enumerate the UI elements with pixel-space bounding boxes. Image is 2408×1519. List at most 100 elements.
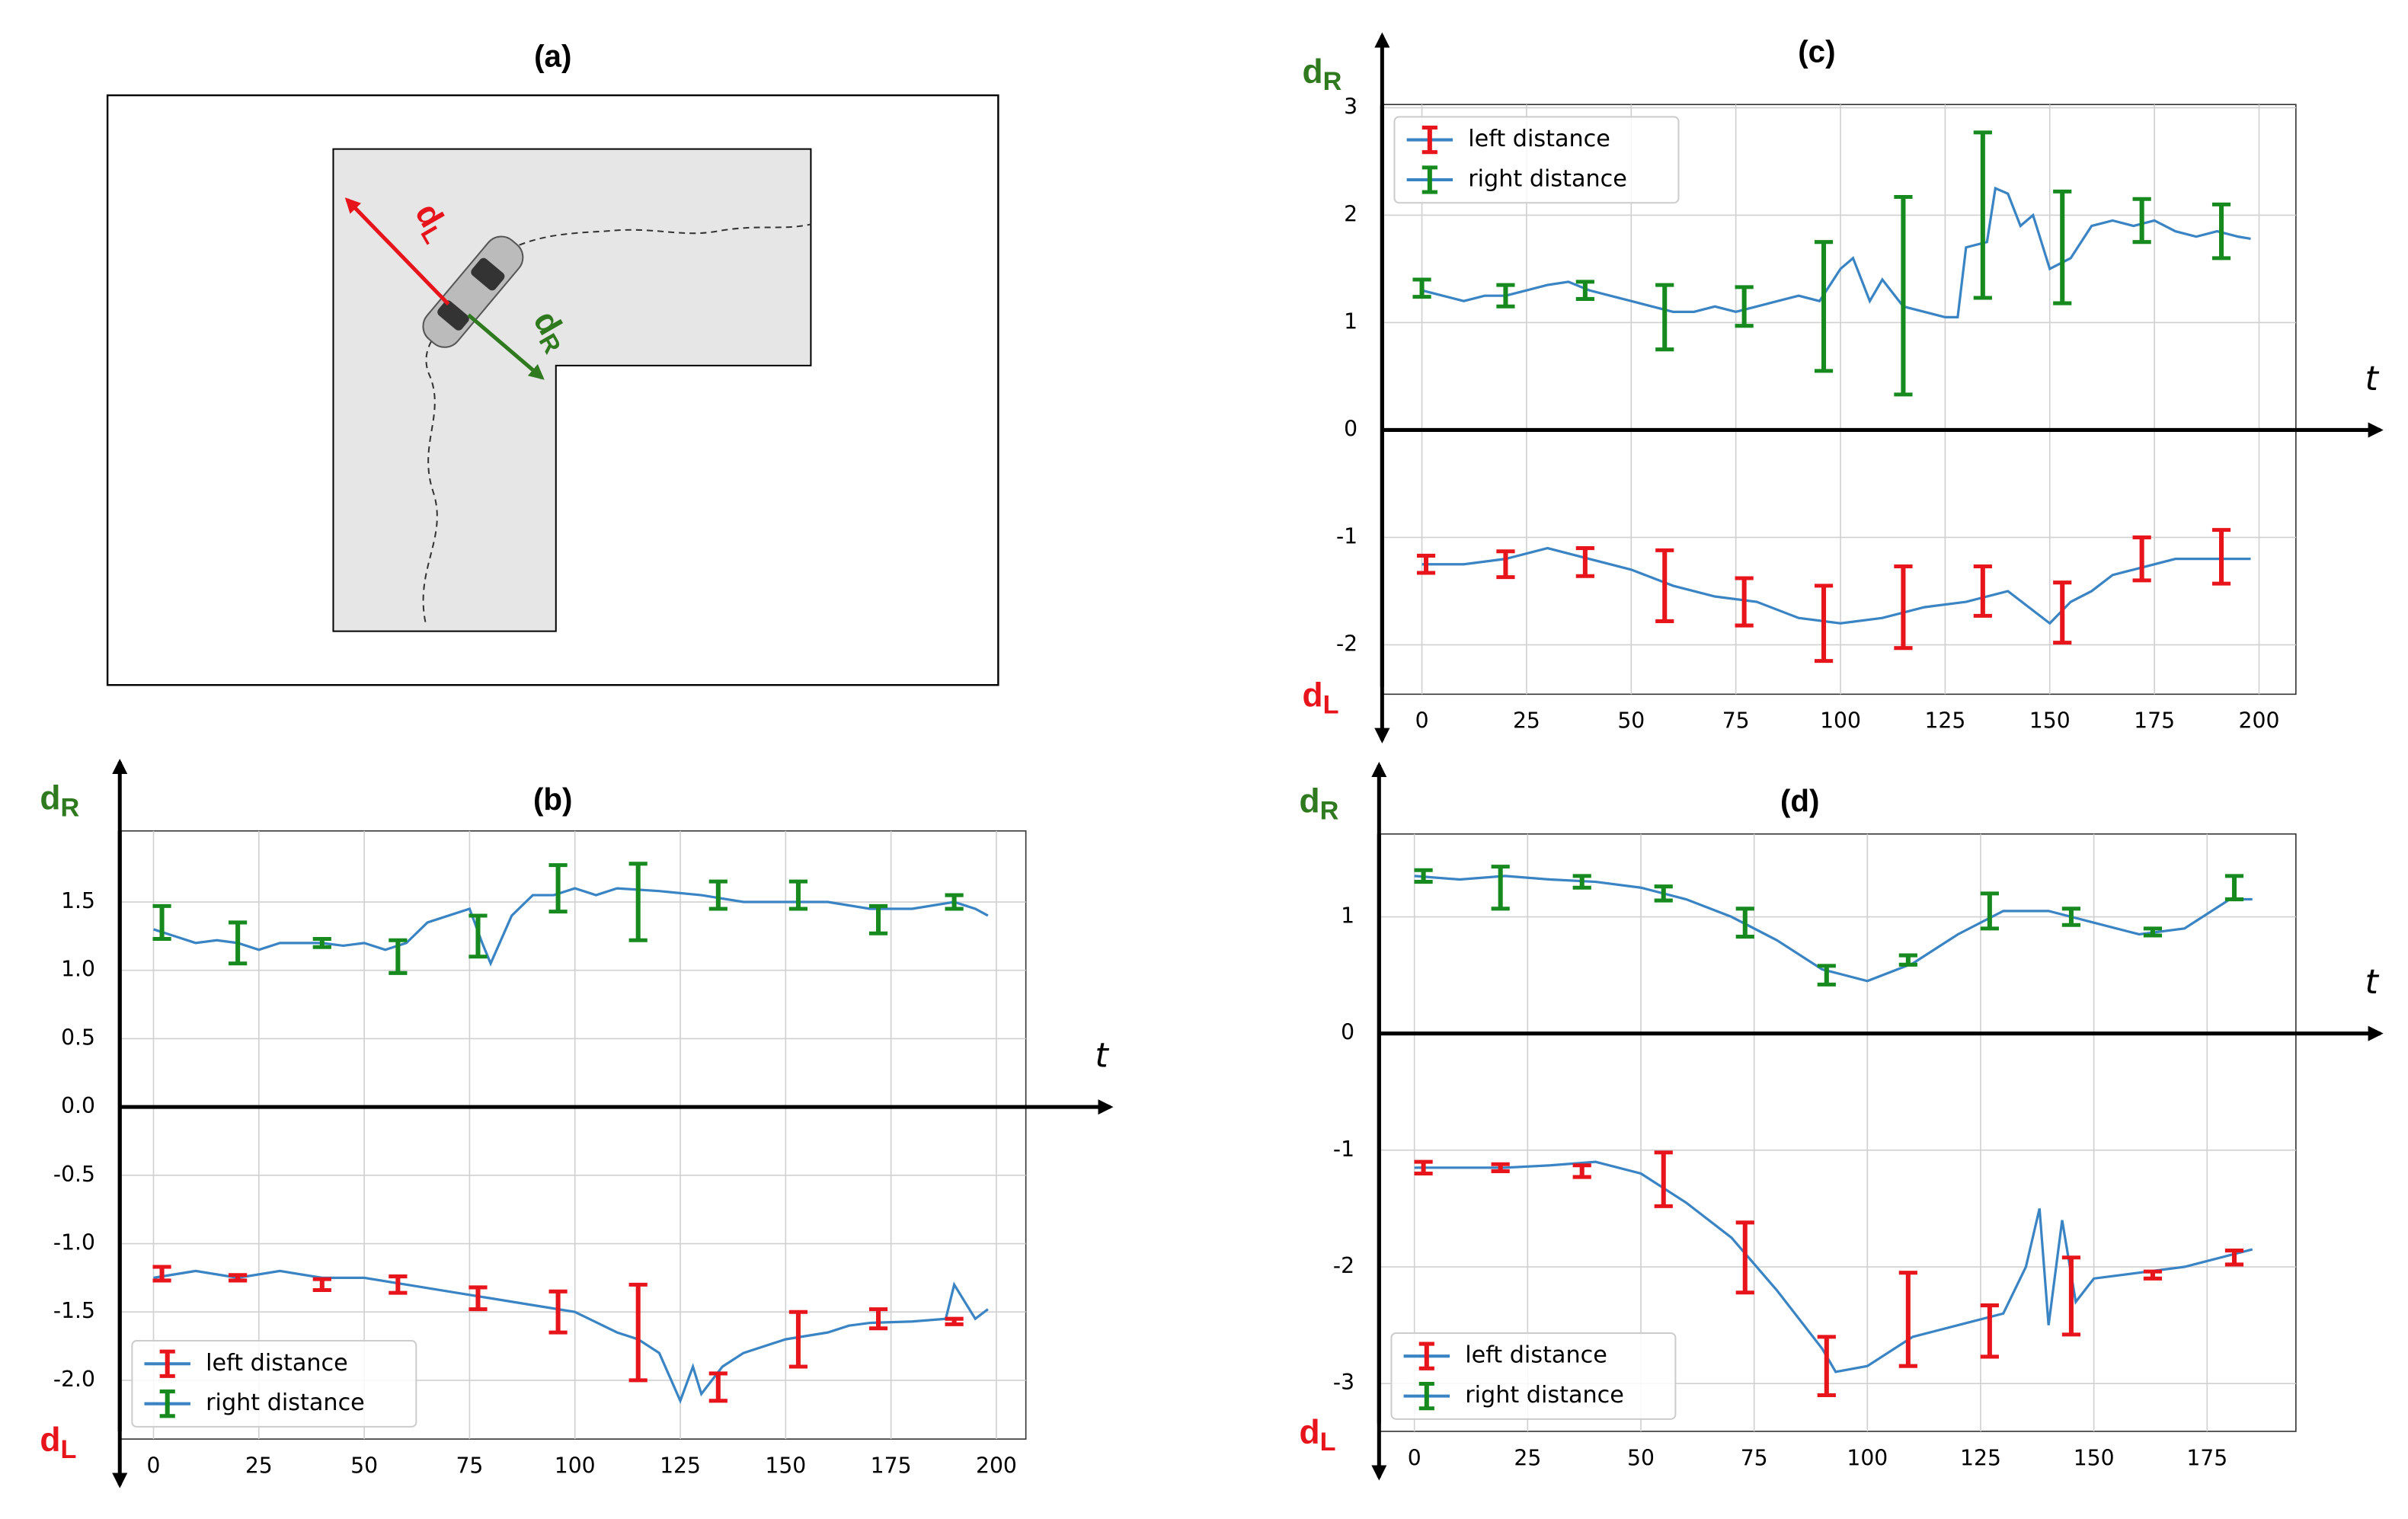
error-bar <box>628 1282 648 1383</box>
y-tick-label: 0.0 <box>61 1093 95 1118</box>
y-end-label: dL <box>1303 676 1339 719</box>
error-bar <box>2132 197 2151 245</box>
right-arrow <box>467 313 545 380</box>
error-bar <box>1496 283 1515 309</box>
error-bar <box>229 920 248 966</box>
label: d <box>1303 676 1323 714</box>
error-bar <box>628 862 648 942</box>
error-bar <box>548 863 568 914</box>
error-bar <box>945 893 964 911</box>
error-bar <box>1735 1220 1754 1295</box>
error-bar <box>1572 874 1591 890</box>
y-tick-label: -1 <box>1333 1137 1354 1162</box>
y-tick-label: -1.0 <box>53 1230 95 1255</box>
x-tick-label: 175 <box>871 1453 912 1478</box>
legend: left distance right distance <box>131 1340 417 1428</box>
error-bar <box>312 936 331 949</box>
error-bar <box>2224 874 2244 902</box>
x-tick-label: 100 <box>1847 1445 1888 1470</box>
x-tick-label: 25 <box>1514 1445 1541 1470</box>
legend-label: right distance <box>1468 165 1627 192</box>
y-end-label: dR <box>40 779 79 822</box>
error-bar <box>548 1289 568 1335</box>
label: d <box>1299 782 1319 820</box>
legend-label: left distance <box>206 1350 348 1377</box>
car <box>422 235 524 348</box>
error-bar <box>2211 528 2231 586</box>
chart-title: (c) <box>1798 34 1835 69</box>
data-line <box>153 1269 989 1405</box>
x-tick-label: 150 <box>2074 1445 2115 1470</box>
error-bar <box>1412 277 1431 299</box>
x-tick-label: 0 <box>147 1453 161 1478</box>
road <box>332 148 812 632</box>
error-bar <box>2053 189 2072 305</box>
x-axis-label: t <box>1095 1037 1109 1076</box>
y-tick-label: 3 <box>1344 94 1357 119</box>
error-bar <box>1491 1162 1510 1173</box>
label-sub: L <box>1320 1428 1336 1457</box>
trajectory <box>422 314 454 622</box>
trajectory <box>491 223 811 262</box>
x-tick-label: 50 <box>350 1453 378 1478</box>
data-line <box>1414 875 2253 983</box>
y-tick-label: -2.0 <box>53 1367 95 1392</box>
label-sub: R <box>61 794 80 823</box>
error-bar <box>1817 964 1836 987</box>
error-bar <box>2211 202 2231 261</box>
error-bar <box>788 879 808 911</box>
error-bar <box>1735 285 1754 328</box>
error-bar <box>2143 926 2163 938</box>
y-tick-label: 1 <box>1341 903 1354 929</box>
y-tick-label: -3 <box>1333 1370 1354 1395</box>
chart-title: (d) <box>1780 784 1819 818</box>
error-bar <box>468 913 488 959</box>
x-tick-label: 125 <box>1924 708 1965 734</box>
y-tick-label: -1 <box>1336 523 1357 548</box>
label: d <box>40 779 60 817</box>
error-bar <box>1654 884 1673 903</box>
chart: 0 25 50 75 100 125 150 175 -3 -2 -1 0 1 left distance… <box>1299 762 2384 1481</box>
label-sub: R <box>1323 67 1342 96</box>
error-bar <box>1655 283 1674 352</box>
error-bar <box>1898 953 1917 967</box>
x-tick-label: 150 <box>765 1453 806 1478</box>
error-bar <box>1898 1271 1917 1368</box>
legend-box <box>131 1340 417 1428</box>
error-bar <box>468 1285 488 1312</box>
left-arrow <box>344 197 450 306</box>
x-axis-label: t <box>2365 360 2380 398</box>
label: d <box>1299 1414 1319 1451</box>
error-bar <box>1655 548 1674 623</box>
error-bar <box>229 1273 248 1283</box>
error-bar <box>1817 1335 1836 1398</box>
chart: 0 25 50 75 100 125 150 175 200 -2 -1 0 1 2 3 left dista… <box>1303 32 2384 744</box>
legend-label: left distance <box>1468 126 1610 152</box>
x-axis-label: t <box>2365 963 2380 1002</box>
label: d <box>1303 53 1323 91</box>
error-bar <box>788 1310 808 1369</box>
x-tick-label: 75 <box>1741 1445 1768 1470</box>
y-tick-label: 1.0 <box>61 957 95 982</box>
error-bar <box>868 1307 888 1331</box>
legend-label: right distance <box>206 1389 365 1416</box>
y-end-label: dL <box>1299 1414 1335 1457</box>
y-tick-label: -2 <box>1336 631 1357 656</box>
error-bar <box>1814 584 1834 664</box>
error-bar <box>312 1277 331 1293</box>
chart: 0 25 50 75 100 125 150 175 200 -2.0 -1.5 -1.0 -0.5 0.… <box>40 758 1114 1489</box>
error-bar <box>1416 553 1436 575</box>
error-bar <box>945 1316 964 1326</box>
x-tick-label: 125 <box>1960 1445 2001 1470</box>
label: d <box>40 1421 60 1459</box>
error-bar <box>1575 280 1594 301</box>
legend: left distance right distance <box>1393 116 1680 204</box>
legend-box <box>1393 116 1680 204</box>
error-bar <box>2061 1255 2080 1337</box>
x-tick-label: 0 <box>1415 708 1429 734</box>
error-bar <box>1973 130 1992 300</box>
x-tick-label: 0 <box>1408 1445 1421 1470</box>
y-tick-label: -2 <box>1333 1253 1354 1278</box>
error-bar <box>1735 576 1754 628</box>
